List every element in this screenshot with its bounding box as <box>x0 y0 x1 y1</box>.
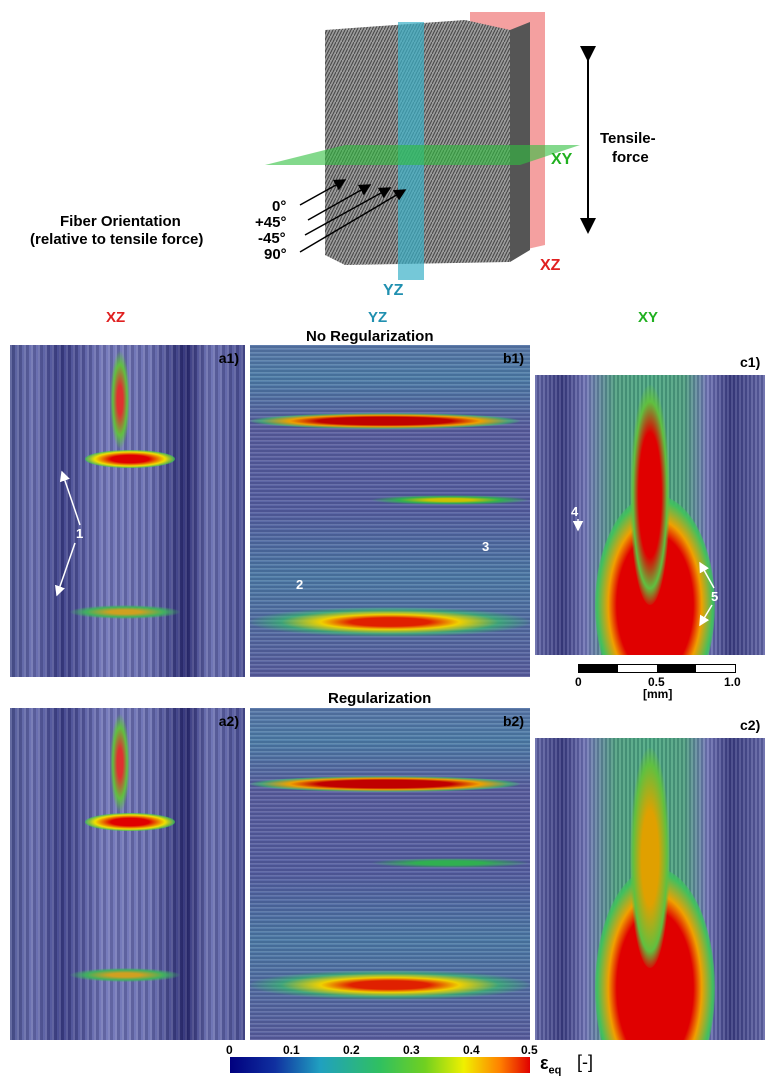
scale-unit: [mm] <box>643 687 673 701</box>
colorbar-symbol: εeq <box>540 1054 561 1077</box>
panel-label: c1) <box>740 354 761 370</box>
fiber-title: Fiber Orientation <box>60 213 181 230</box>
panel-label: a1) <box>218 350 239 366</box>
specimen-3d <box>265 12 596 280</box>
row-header: Regularization <box>328 690 432 707</box>
colorbar-tick: 0.1 <box>283 1043 300 1057</box>
annotation: 4 <box>571 504 579 519</box>
colorbar-symbol-main: ε <box>540 1053 549 1073</box>
angle-label: +45° <box>255 214 287 231</box>
colorbar-tick: 0.5 <box>521 1043 538 1057</box>
image-panel: a1) 1 <box>10 345 245 677</box>
colorbar-unit: [-] <box>577 1052 593 1072</box>
tensile-label: force <box>612 149 649 166</box>
panel-label: b2) <box>503 713 524 729</box>
image-panel <box>535 738 765 1040</box>
column-header: XY <box>638 309 659 326</box>
annotation: 2 <box>296 577 304 592</box>
annotation: 5 <box>711 589 719 604</box>
panel-label: c2) <box>740 717 761 733</box>
scale-bar <box>578 664 736 673</box>
tensile-label: Tensile- <box>600 130 656 147</box>
colorbar-tick: 0.4 <box>463 1043 480 1057</box>
angle-label: 90° <box>264 246 287 263</box>
annotation: 1 <box>76 526 84 541</box>
colorbar-tick: 0.2 <box>343 1043 360 1057</box>
plane-label: YZ <box>383 282 404 299</box>
plane-label: XZ <box>540 257 561 274</box>
colorbar-subscript: eq <box>548 1064 562 1077</box>
panel-label: a2) <box>218 713 239 729</box>
scale-tick: 1.0 <box>724 675 741 689</box>
scale-tick: 0 <box>575 675 582 689</box>
plane-label: XY <box>551 151 573 168</box>
colorbar-tick: 0 <box>226 1043 233 1057</box>
colorbar-tick: 0.3 <box>403 1043 420 1057</box>
image-panel: b2) <box>250 708 530 1040</box>
image-panel: a2) <box>10 708 245 1040</box>
fiber-subtitle: (relative to tensile force) <box>30 231 204 248</box>
image-panel: b1) 2 3 <box>250 345 530 677</box>
column-header: XZ <box>106 309 126 326</box>
annotation: 3 <box>482 539 490 554</box>
scale-tick: 0.5 <box>648 675 665 689</box>
angle-label: -45° <box>258 230 286 247</box>
image-panel: 4 5 <box>535 375 765 655</box>
angle-label: 0° <box>272 198 287 215</box>
panel-label: b1) <box>503 350 524 366</box>
column-header: YZ <box>368 309 388 326</box>
row-header: No Regularization <box>306 328 434 345</box>
